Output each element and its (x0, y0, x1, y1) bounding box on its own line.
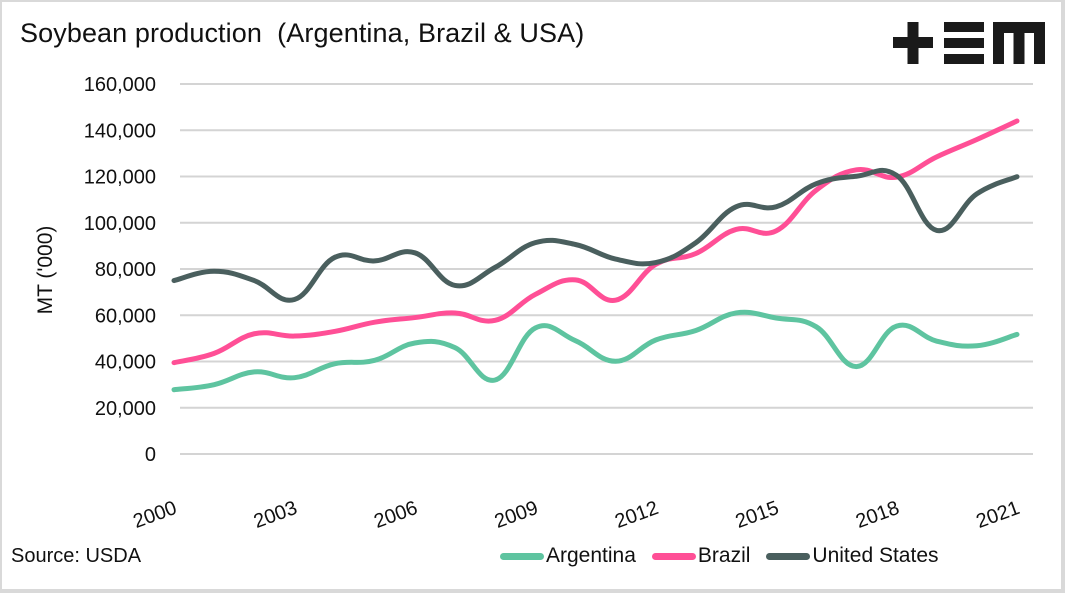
legend-item-brazil[interactable]: Brazil (651, 544, 751, 568)
legend-swatch-united-states (766, 552, 811, 560)
logo-e-bottom (944, 54, 984, 64)
logo-e-top (944, 22, 984, 32)
legend-swatch-argentina (500, 552, 544, 560)
legend-label-united-states: United States (812, 544, 939, 567)
legend: Argentina Brazil United States (500, 543, 955, 569)
y-tick-labels: 0 20,000 40,000 60,000 80,000 100,000 120,000 1… (84, 74, 156, 466)
series-line-united-states (171, 167, 1020, 303)
legend-item-united-states[interactable]: United States (766, 544, 939, 568)
legend-swatch-brazil (651, 552, 696, 560)
series-lines (171, 118, 1020, 393)
y-tick-label: 20,000 (95, 398, 156, 420)
y-tick-label: 0 (145, 444, 156, 466)
legend-label-argentina: Argentina (546, 544, 636, 567)
x-tick-label: 2021 (973, 497, 1022, 533)
y-tick-label: 100,000 (84, 213, 156, 235)
x-tick-label: 2015 (733, 497, 782, 533)
legend-item-argentina[interactable]: Argentina (500, 544, 636, 568)
y-tick-label: 140,000 (84, 120, 156, 142)
legend-label-brazil: Brazil (697, 544, 751, 567)
y-tick-label: 120,000 (84, 167, 156, 189)
x-tick-label: 2012 (612, 497, 661, 533)
gridlines (180, 83, 1033, 455)
x-tick-labels: 2000 2003 2006 2009 2012 2015 2018 2021 (130, 497, 1022, 533)
chart-title: Soybean production (Argentina, Brazil & … (20, 18, 585, 48)
y-tick-label: 60,000 (95, 305, 156, 327)
series-line-argentina (171, 309, 1020, 393)
y-tick-label: 160,000 (84, 74, 156, 96)
tem-logo (893, 22, 1045, 64)
logo-plus-vertical (907, 22, 919, 64)
x-tick-label: 2018 (853, 497, 902, 533)
x-tick-label: 2006 (371, 497, 420, 533)
logo-e-mid (944, 38, 984, 48)
y-tick-label: 40,000 (95, 352, 156, 374)
x-tick-label: 2009 (492, 497, 541, 533)
logo-m (993, 22, 1045, 64)
source-note: Source: USDA (11, 545, 142, 567)
series-line-brazil (171, 118, 1020, 366)
y-axis-title: MT ('000) (34, 226, 57, 315)
y-tick-label: 80,000 (95, 259, 156, 281)
x-tick-label: 2003 (251, 497, 300, 533)
x-tick-label: 2000 (130, 497, 179, 533)
